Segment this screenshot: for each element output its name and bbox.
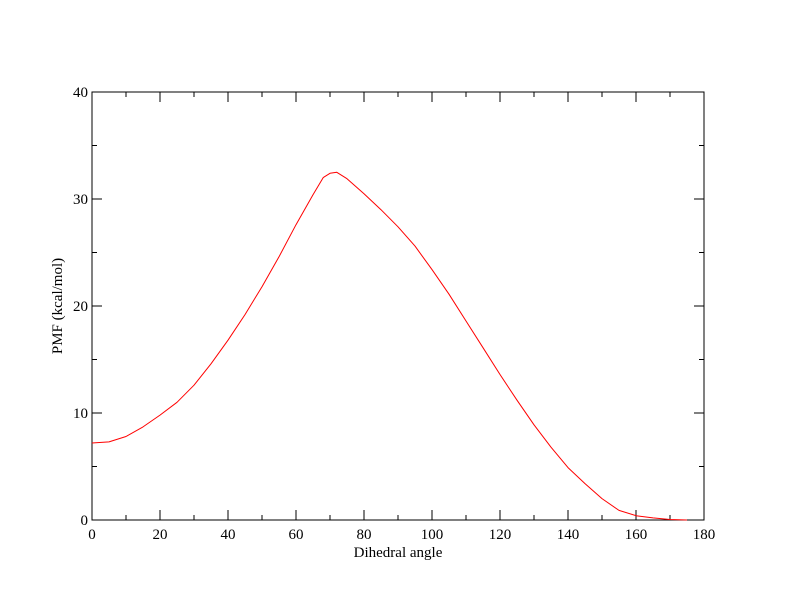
x-tick-label-2: 40	[221, 527, 236, 543]
y-tick-label-4: 40	[73, 85, 88, 101]
y-axis-title: PMF (kcal/mol)	[50, 258, 66, 354]
series-layer	[91, 171, 688, 521]
y-axis-ticks	[92, 91, 704, 521]
y-tick-label-1: 10	[73, 406, 88, 422]
y-axis-tick-labels: 0 10 20 30 40	[73, 85, 88, 529]
y-tick-label-0: 0	[81, 513, 89, 529]
y-tick-label-3: 30	[73, 192, 88, 208]
x-tick-label-7: 140	[557, 527, 580, 543]
plot-frame	[91, 91, 705, 521]
x-tick-label-5: 100	[421, 527, 444, 543]
x-tick-label-1: 20	[153, 527, 168, 543]
y-tick-label-2: 20	[73, 299, 88, 315]
x-tick-label-0: 0	[88, 527, 96, 543]
x-axis-ticks	[91, 92, 705, 520]
x-axis-title: Dihedral angle	[354, 545, 443, 561]
series-line-0	[91, 171, 688, 521]
x-tick-label-8: 160	[625, 527, 648, 543]
x-tick-label-6: 120	[489, 527, 512, 543]
x-tick-label-4: 80	[357, 527, 372, 543]
x-axis-tick-labels: 0 20 40 60 80 100 120 140 160 180	[88, 527, 715, 543]
x-tick-label-9: 180	[693, 527, 716, 543]
x-tick-label-3: 60	[289, 527, 304, 543]
